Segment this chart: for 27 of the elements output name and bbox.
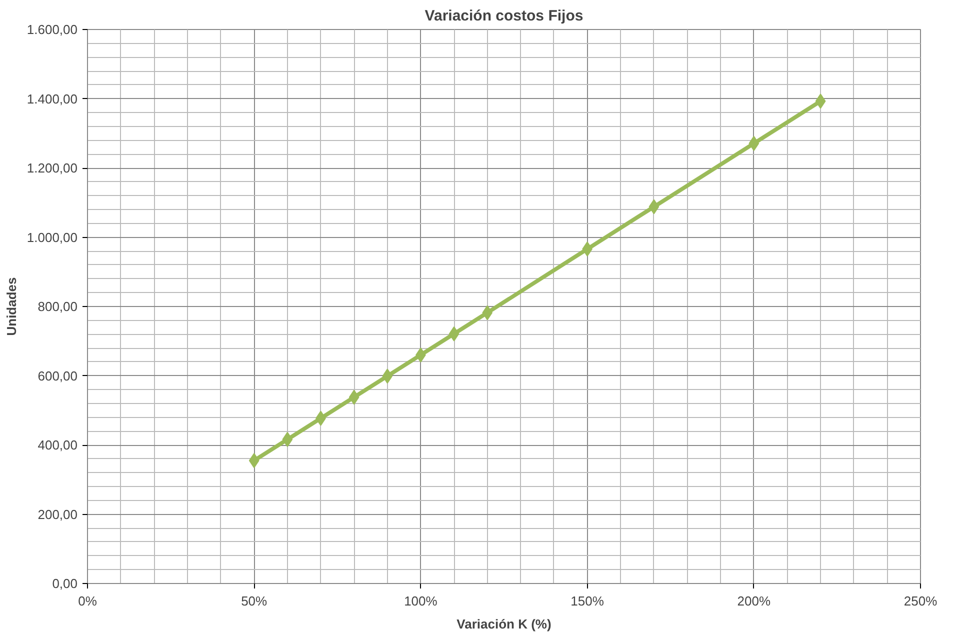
y-tick-label: 800,00 — [38, 299, 78, 314]
y-tick-label: 400,00 — [38, 438, 78, 452]
point — [282, 432, 293, 447]
point — [748, 136, 760, 151]
point — [648, 199, 660, 214]
point — [348, 390, 360, 405]
y-tick-label: 0,00 — [52, 576, 78, 591]
y-tick-label: 200,00 — [38, 506, 78, 522]
x-tick-label: 0% — [78, 594, 98, 608]
x-tick-label: 50% — [241, 594, 268, 608]
point — [382, 368, 393, 384]
point — [448, 326, 460, 342]
y-tick-label: 1.200,00 — [26, 160, 78, 176]
point — [248, 453, 260, 468]
point — [482, 305, 493, 320]
chart-title: Variación costos Fijos — [424, 8, 584, 24]
y-axis-title: Unidades — [4, 277, 19, 336]
y-tick-label: 1.600,00 — [26, 22, 78, 37]
y-tick-label: 1.000,00 — [26, 230, 78, 245]
x-tick-label: 200% — [737, 594, 771, 608]
x-tick-label: 250% — [904, 594, 938, 608]
x-tick-label: 150% — [570, 594, 604, 608]
point — [815, 94, 826, 109]
x-tick-label: 100% — [404, 594, 438, 608]
y-tick-label: 600,00 — [38, 368, 78, 384]
y-tick-label: 1.400,00 — [26, 91, 78, 106]
x-axis-title: Variación K (%) — [456, 616, 552, 632]
